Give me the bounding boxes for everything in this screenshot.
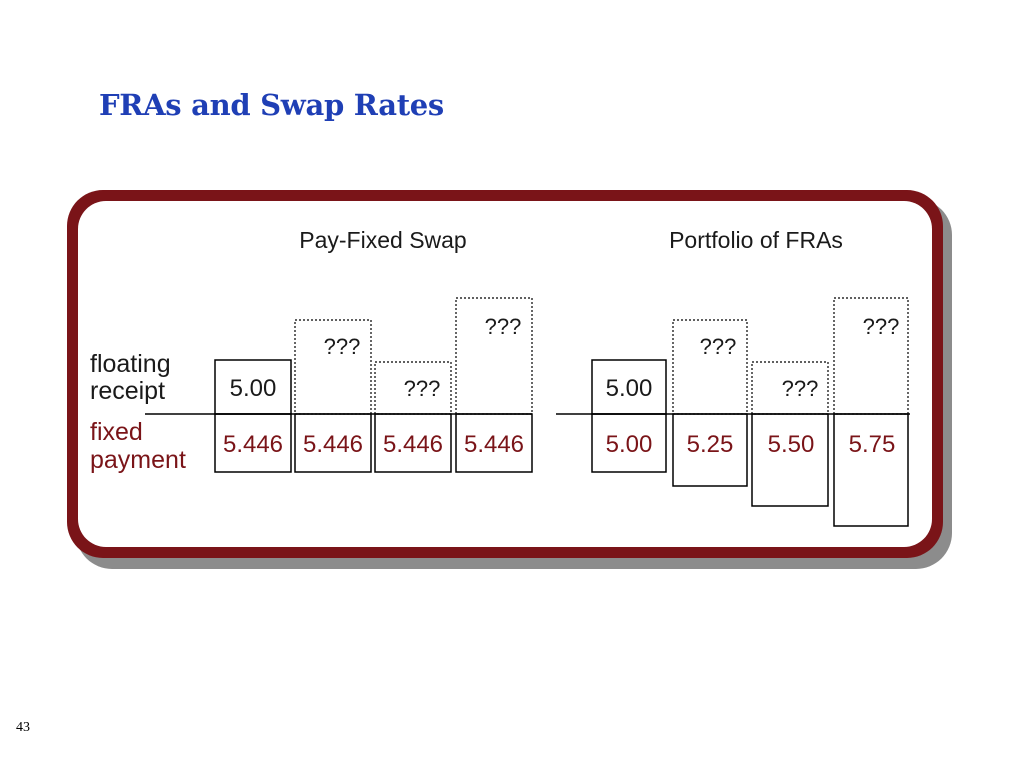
panel-title-portfolio-of-fras: Portfolio of FRAs <box>669 227 843 253</box>
fra-fixed-box-4 <box>833 413 909 527</box>
fixed-payment-label-line2: payment <box>90 446 186 474</box>
swap-floating-value-1: 5.00 <box>230 375 277 402</box>
fra-fixed-box-3 <box>751 413 829 507</box>
panel-title-pay-fixed-swap: Pay-Fixed Swap <box>299 227 466 253</box>
swap-floating-value-3: ??? <box>404 376 441 401</box>
swap-fixed-value-3: 5.446 <box>383 431 443 458</box>
slide-title: FRAs and Swap Rates <box>99 88 444 122</box>
swap-floating-value-4: ??? <box>485 314 522 339</box>
fra-fixed-box-1 <box>591 413 667 473</box>
page-number: 43 <box>16 720 30 735</box>
fixed-payment-label-line1: fixed <box>90 418 143 446</box>
floating-receipt-label-line2: receipt <box>90 377 165 405</box>
floating-receipt-label-line1: floating <box>90 350 171 378</box>
swap-fixed-value-2: 5.446 <box>303 431 363 458</box>
fra-floating-value-2: ??? <box>700 334 737 359</box>
fra-floating-value-4: ??? <box>863 314 900 339</box>
fra-fixed-value-1: 5.00 <box>606 431 653 458</box>
swap-fixed-box-4 <box>455 413 533 473</box>
swap-fixed-value-1: 5.446 <box>223 431 283 458</box>
fra-floating-value-1: 5.00 <box>606 375 653 402</box>
fra-fixed-value-3: 5.50 <box>768 431 815 458</box>
swap-floating-value-2: ??? <box>324 334 361 359</box>
fra-floating-value-3: ??? <box>782 376 819 401</box>
swap-fixed-box-2 <box>294 413 372 473</box>
swap-fixed-value-4: 5.446 <box>464 431 524 458</box>
swap-fixed-box-3 <box>374 413 452 473</box>
fra-fixed-box-2 <box>672 413 748 487</box>
swap-fixed-box-1 <box>214 413 292 473</box>
fra-floating-box-4 <box>833 297 909 415</box>
fra-fixed-value-2: 5.25 <box>687 431 734 458</box>
fra-fixed-value-4: 5.75 <box>849 431 896 458</box>
